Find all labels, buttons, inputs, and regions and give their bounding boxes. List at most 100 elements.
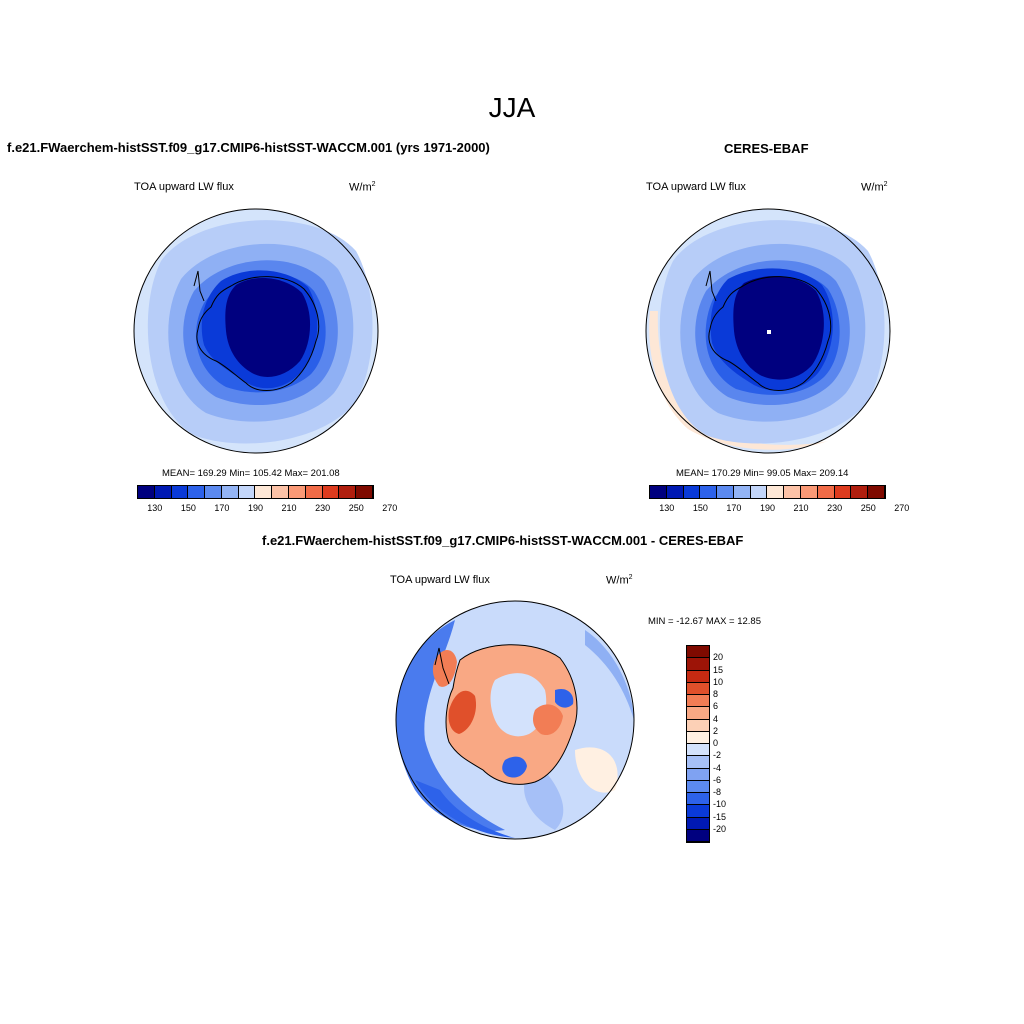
obs-colorbar-tick: 230 [827, 503, 843, 513]
model-polar-map [133, 208, 379, 454]
model-colorbar-swatch [238, 486, 256, 498]
diff-colorbar-swatch [687, 829, 709, 842]
obs-colorbar-swatch [784, 486, 802, 498]
diff-colorbar-tick: -8 [713, 787, 722, 797]
diff-cold-spot [502, 756, 527, 778]
diff-colorbar-swatch [687, 646, 709, 659]
diff-colorbar-tick: 2 [713, 725, 719, 736]
model-colorbar-swatch [255, 486, 273, 498]
model-colorbar-tick: 130 [147, 503, 163, 513]
model-stats: MEAN= 169.29 Min= 105.42 Max= 201.08 [162, 468, 340, 479]
model-colorbar-tick: 170 [214, 503, 230, 513]
diff-colorbar-swatch [687, 695, 709, 708]
diff-colorbar-tick: 8 [713, 689, 719, 699]
model-colorbar-tick: 250 [348, 503, 364, 513]
model-colorbar-tick: 150 [180, 503, 196, 513]
model-colorbar-tick: 190 [247, 503, 264, 513]
diff-colorbar-tick: 0 [713, 738, 719, 748]
obs-peninsula [705, 270, 717, 302]
diff-colorbar-swatch [687, 670, 709, 683]
obs-colorbar-swatch [868, 486, 885, 498]
diff-colorbar-tick: 15 [713, 664, 724, 675]
obs-colorbar-swatch [767, 486, 785, 498]
diff-colorbar-tick: -15 [713, 811, 727, 822]
diff-variable-label: TOA upward LW flux [390, 574, 490, 586]
obs-stats: MEAN= 170.29 Min= 99.05 Max= 209.14 [676, 468, 849, 479]
diff-colorbar-swatch [687, 756, 709, 769]
model-colorbar-swatch [171, 486, 189, 498]
model-colorbar-swatch [322, 486, 340, 498]
model-colorbar-swatch [305, 486, 323, 498]
model-variable-label: TOA upward LW flux [134, 181, 234, 193]
model-colorbar-swatch [154, 486, 172, 498]
model-colorbar-swatch [272, 486, 290, 498]
diff-cold-spot-2 [555, 688, 574, 708]
diff-colorbar-tick: -4 [713, 762, 722, 773]
model-colorbar-swatch [289, 486, 306, 498]
diff-stats: MIN = -12.67 MAX = 12.85 [648, 616, 762, 627]
diff-colorbar-swatch [687, 744, 709, 757]
model-colorbar-swatch [188, 486, 206, 498]
diff-colorbar-tick: -20 [713, 823, 727, 834]
obs-ring-core [733, 276, 824, 380]
diff-colorbar-swatch [687, 817, 709, 830]
obs-colorbar-swatch [717, 486, 734, 498]
obs-colorbar-swatch [700, 486, 718, 498]
diff-colorbar-swatch [687, 793, 709, 806]
diff-hot-spot-1 [448, 690, 477, 734]
diff-hot-spot-2 [432, 650, 457, 687]
obs-colorbar-tick: 210 [793, 503, 809, 513]
obs-missing-point [767, 330, 771, 334]
model-units-label: W/m2 [349, 181, 376, 194]
diff-colorbar-swatch [687, 719, 709, 732]
obs-colorbar-swatch [650, 486, 667, 498]
obs-panel-header: CERES-EBAF [724, 141, 809, 156]
model-panel-header: f.e21.FWaerchem-histSST.f09_g17.CMIP6-hi… [7, 140, 490, 155]
model-colorbar-swatch [205, 486, 222, 498]
model-coastline [196, 276, 320, 391]
diff-colorbar-tick: -10 [713, 799, 727, 810]
diff-blue-southwest [415, 780, 515, 838]
diff-colorbar-swatch [687, 768, 709, 781]
obs-colorbar-tick: 150 [692, 503, 708, 513]
diff-panel-header: f.e21.FWaerchem-histSST.f09_g17.CMIP6-hi… [262, 533, 744, 548]
diff-warm-east [575, 747, 618, 793]
diff-colorbar-swatch [687, 805, 709, 818]
obs-map-border [645, 208, 891, 454]
obs-polar-map [645, 208, 891, 454]
obs-colorbar-swatch [817, 486, 835, 498]
diff-interior-cool [490, 673, 547, 737]
model-colorbar [137, 485, 374, 499]
obs-units-label: W/m2 [861, 181, 888, 194]
obs-colorbar-swatch [683, 486, 701, 498]
model-colorbar-swatch [138, 486, 155, 498]
diff-colorbar-ticks: 20 15 10 8 6 4 2 0 -2 -4 -6 -8 -10 -15 -20 [713, 646, 753, 842]
model-map-border [133, 208, 379, 454]
obs-colorbar-tick: 270 [894, 503, 910, 513]
diff-colorbar-tick: 10 [713, 676, 724, 687]
obs-colorbar-swatch [733, 486, 751, 498]
obs-colorbar-swatch [834, 486, 852, 498]
model-colorbar-swatch [339, 486, 357, 498]
diff-polar-map [395, 600, 635, 840]
diff-colorbar-tick: -6 [713, 774, 722, 785]
obs-colorbar-tick: 170 [726, 503, 742, 513]
diff-map-border [395, 600, 635, 840]
model-colorbar-tick: 270 [382, 503, 398, 513]
diff-coastline [445, 644, 578, 785]
diff-hot-spot-3 [533, 704, 563, 736]
obs-colorbar-swatch [801, 486, 818, 498]
model-colorbar-ticks: 130 150 170 190 210 230 250 270 [138, 503, 397, 515]
diff-colorbar-swatch [687, 682, 709, 695]
diff-blue-west [396, 620, 505, 831]
model-ring-core [225, 278, 311, 377]
obs-colorbar-swatch [851, 486, 869, 498]
diff-colorbar-tick: 4 [713, 713, 719, 724]
obs-colorbar [649, 485, 886, 499]
obs-colorbar-swatch [666, 486, 684, 498]
obs-variable-label: TOA upward LW flux [646, 181, 746, 193]
diff-colorbar-swatch [687, 731, 709, 744]
diff-colorbar-tick: 6 [713, 701, 719, 712]
diff-colorbar [686, 645, 710, 843]
model-colorbar-swatch [221, 486, 239, 498]
